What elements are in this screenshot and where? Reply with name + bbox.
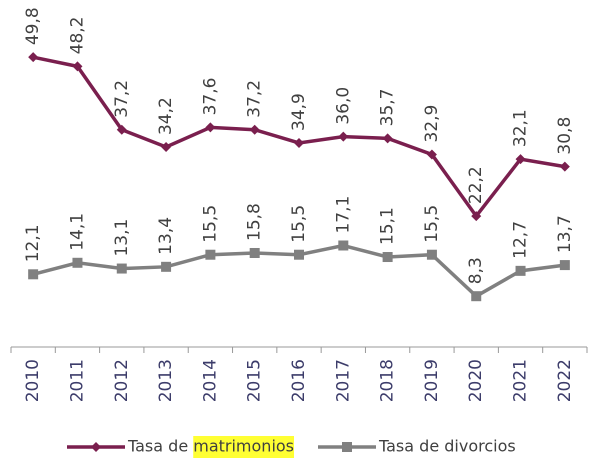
square-marker [205,249,216,260]
data-label: 37,2 [245,80,265,118]
diamond-marker [559,161,570,172]
diamond-marker [91,442,101,452]
highlight [193,436,295,458]
data-label: 49,8 [23,7,43,45]
data-label: 15,1 [378,207,398,245]
data-label: 8,3 [466,257,486,284]
diamond-marker [338,131,349,142]
data-label: 17,1 [333,196,353,234]
diamond-marker [515,154,526,165]
square-marker [249,247,260,258]
square-marker [382,252,393,263]
data-label: 37,6 [200,78,220,116]
square-marker [294,249,304,260]
square-marker [338,240,349,251]
diamond-marker [426,149,437,160]
data-label: 36,0 [333,87,353,125]
square-marker [161,261,172,272]
x-tick-label: 2021 [511,359,531,402]
legend-label: Tasa de divorcios [378,437,516,456]
x-tick-label: 2014 [200,359,220,402]
legend-label: Tasa de matrimonios [127,437,294,456]
x-tick-label: 2022 [555,359,575,402]
data-label: 32,1 [511,109,531,147]
diamond-marker [28,52,39,63]
data-label: 15,8 [245,203,265,241]
data-label: 30,8 [555,117,575,155]
x-tick-label: 2015 [245,359,265,402]
square-marker [72,257,83,268]
diamond-marker [72,61,83,72]
x-tick-label: 2017 [333,359,353,402]
diamond-marker [294,137,304,148]
x-tick-label: 2018 [378,359,398,402]
data-label: 32,9 [422,105,442,143]
data-label: 15,5 [422,205,442,243]
data-label: 15,5 [200,205,220,243]
diamond-marker [249,124,260,135]
square-marker [116,263,127,274]
x-tick-label: 2012 [112,359,132,402]
data-label: 14,1 [67,213,87,251]
square-marker [515,265,526,276]
diamond-marker [205,122,216,133]
x-tick-label: 2019 [422,359,442,402]
data-label: 13,7 [555,215,575,253]
data-label: 12,7 [511,221,531,259]
data-label: 34,9 [289,93,309,131]
data-label: 48,2 [67,17,87,55]
x-tick-label: 2011 [67,359,87,402]
diamond-marker [382,133,393,144]
data-label: 12,1 [23,224,43,262]
square-marker [28,269,39,280]
data-label: 22,2 [466,166,486,204]
x-tick-label: 2016 [289,359,309,402]
square-marker [471,291,482,302]
square-marker [559,260,570,271]
diamond-marker [116,124,127,135]
data-label: 35,7 [378,89,398,127]
diamond-marker [161,142,172,153]
x-tick-label: 2020 [466,359,486,402]
square-marker [342,442,352,452]
diamond-marker [471,211,482,222]
data-label: 13,4 [156,217,176,255]
data-label: 13,1 [112,219,132,257]
square-marker [426,249,437,260]
data-label: 15,5 [289,205,309,243]
x-tick-label: 2010 [23,359,43,402]
data-label: 37,2 [112,80,132,118]
data-label: 34,2 [156,97,176,135]
x-tick-label: 2013 [156,359,176,402]
